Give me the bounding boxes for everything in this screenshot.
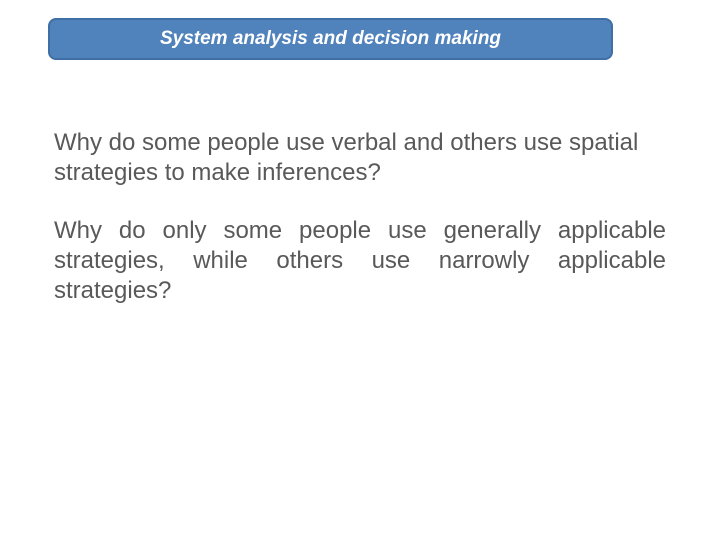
paragraph-1: Why do some people use verbal and others… [54, 128, 666, 188]
header-box: System analysis and decision making [48, 18, 613, 60]
paragraph-2: Why do only some people use generally ap… [54, 216, 666, 306]
content-area: Why do some people use verbal and others… [54, 128, 666, 334]
header-title: System analysis and decision making [160, 28, 501, 50]
